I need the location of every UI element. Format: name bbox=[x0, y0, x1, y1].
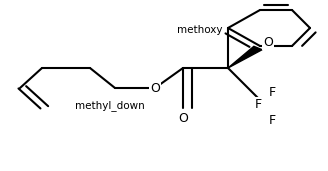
Text: F: F bbox=[268, 86, 276, 98]
Polygon shape bbox=[228, 46, 262, 68]
Text: F: F bbox=[268, 114, 276, 127]
Text: O: O bbox=[150, 82, 160, 95]
Text: O: O bbox=[263, 36, 273, 49]
Text: F: F bbox=[255, 98, 261, 111]
Text: O: O bbox=[178, 111, 188, 124]
Text: methyl_down: methyl_down bbox=[75, 100, 145, 111]
Text: methoxy: methoxy bbox=[176, 25, 222, 35]
